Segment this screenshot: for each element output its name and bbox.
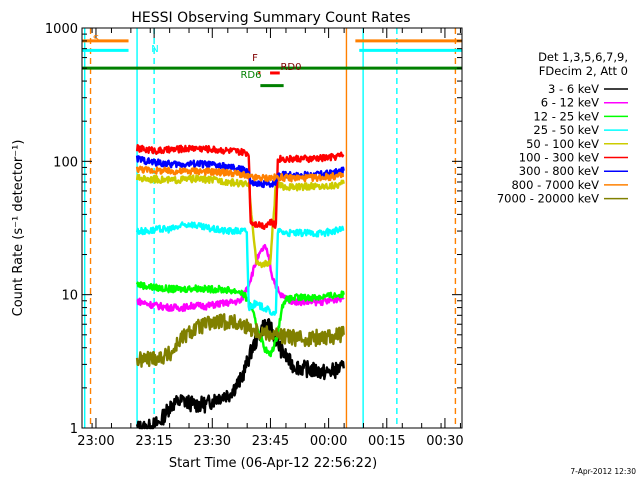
y-tick-label: 1000 bbox=[45, 22, 78, 37]
y-tick-label: 100 bbox=[53, 155, 78, 170]
annotation-s: S bbox=[93, 34, 99, 45]
legend: Det 1,3,5,6,7,9,FDecim 2, Att 0 3 - 6 keV… bbox=[497, 50, 628, 206]
y-tick-label: 1 bbox=[70, 422, 78, 437]
series-line-5 bbox=[135, 173, 345, 269]
y-axis-label: Count Rate (s⁻¹ detector⁻¹) bbox=[11, 140, 26, 317]
annotation-rd6: RD6 bbox=[240, 70, 261, 81]
legend-label-8: 800 - 7000 keV bbox=[511, 178, 599, 192]
x-tick-label: 23:30 bbox=[194, 434, 231, 449]
legend-label-7: 300 - 800 keV bbox=[519, 164, 599, 178]
flag-layer bbox=[82, 39, 462, 88]
series-line-9 bbox=[135, 313, 345, 368]
x-tick-label: 00:00 bbox=[310, 434, 347, 449]
x-axis-label: Start Time (06-Apr-12 22:56:22) bbox=[169, 456, 377, 471]
legend-label-6: 100 - 300 keV bbox=[519, 151, 599, 165]
legend-label-3: 12 - 25 keV bbox=[533, 109, 599, 123]
annotation-f: F bbox=[252, 53, 258, 64]
series-line-6 bbox=[135, 144, 345, 230]
series-line-2 bbox=[136, 243, 345, 313]
legend-label-5: 50 - 100 keV bbox=[526, 137, 599, 151]
legend-label-2: 6 - 12 keV bbox=[541, 96, 599, 110]
series-line-3 bbox=[135, 281, 345, 358]
annotation-n: N bbox=[151, 44, 158, 55]
series-layer bbox=[135, 144, 345, 430]
series-line-1 bbox=[135, 318, 345, 430]
y-tick-label: 10 bbox=[61, 289, 78, 304]
legend-label-1: 3 - 6 keV bbox=[548, 82, 599, 96]
series-line-4 bbox=[135, 221, 345, 316]
x-tick-label: 23:00 bbox=[77, 434, 114, 449]
x-tick-label: 23:15 bbox=[135, 434, 172, 449]
y-axis: 1 10 100 1000 bbox=[45, 22, 462, 437]
x-tick-label: 23:45 bbox=[252, 434, 289, 449]
legend-header-0: Det 1,3,5,6,7,9, bbox=[538, 50, 628, 64]
annotation-rd0: RD0 bbox=[280, 62, 301, 73]
legend-label-4: 25 - 50 keV bbox=[533, 123, 599, 137]
x-tick-label: 00:15 bbox=[368, 434, 405, 449]
annotations: S N F RD0 RD6 bbox=[93, 34, 302, 81]
legend-header-1: FDecim 2, Att 0 bbox=[539, 64, 628, 78]
x-tick-label: 00:30 bbox=[426, 434, 463, 449]
chart-title: HESSI Observing Summary Count Rates bbox=[131, 10, 410, 26]
x-axis: 23:00 23:15 23:30 23:45 00:00 00:15 00:30 bbox=[77, 28, 464, 449]
footer-timestamp: 7-Apr-2012 12:30 bbox=[570, 467, 636, 476]
legend-label-9: 7000 - 20000 keV bbox=[497, 192, 599, 206]
plot-frame bbox=[81, 27, 463, 429]
series-line-8 bbox=[135, 165, 345, 183]
